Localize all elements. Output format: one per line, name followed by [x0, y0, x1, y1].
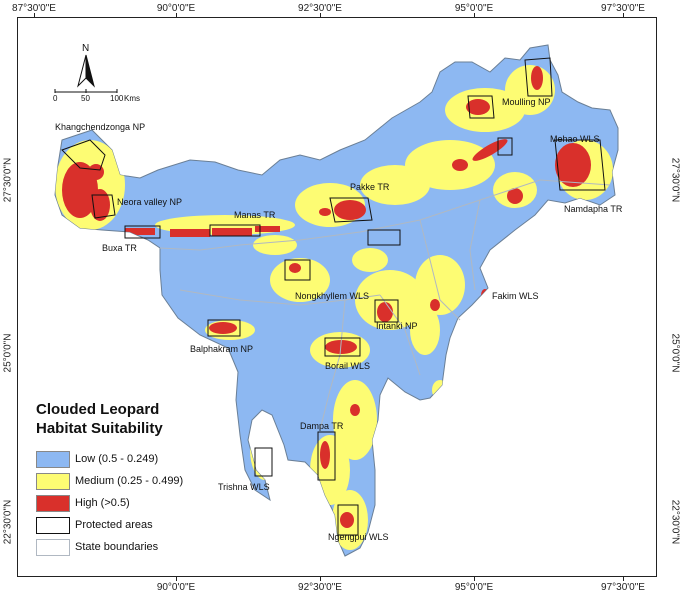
- bottom-tick-label: 95°0'0"E: [454, 582, 494, 593]
- scale-label: 50: [81, 94, 90, 103]
- scale-bar: [54, 89, 118, 93]
- pa-label: Pakke TR: [350, 182, 390, 192]
- top-tick-label: 87°30'0"E: [12, 3, 56, 14]
- legend-title-line2: Habitat Suitability: [36, 420, 163, 437]
- pa-label: Fakim WLS: [492, 291, 539, 301]
- legend-label: Medium (0.25 - 0.499): [75, 475, 184, 487]
- pa-label: Khangchendzonga NP: [55, 122, 145, 132]
- top-tick-label: 95°0'0"E: [454, 3, 494, 14]
- legend-item-high: High (>0.5): [36, 494, 130, 512]
- legend-label: Protected areas: [75, 519, 153, 531]
- pa-label: Neora valley NP: [117, 197, 182, 207]
- pa-label: Borail WLS: [325, 361, 370, 371]
- north-arrow-icon: [77, 54, 95, 88]
- pa-label: Trishna WLS: [218, 482, 270, 492]
- pa-label: Manas TR: [234, 210, 276, 220]
- state-boundaries: [159, 179, 611, 431]
- top-tick-label: 97°30'0"E: [601, 3, 645, 14]
- bottom-tick-label: 90°0'0"E: [156, 582, 196, 593]
- pa-label: Mehao WLS: [550, 134, 600, 144]
- scale-unit: Kms: [124, 94, 140, 103]
- legend-swatch-boundary: [36, 538, 70, 556]
- legend-swatch-low: [36, 450, 70, 468]
- legend-title-line1: Clouded Leopard: [36, 401, 160, 418]
- north-label: N: [82, 43, 89, 54]
- protected-areas: [61, 57, 606, 536]
- legend-label: Low (0.5 - 0.249): [75, 453, 159, 465]
- legend-item-protected-areas: Protected areas: [36, 516, 153, 534]
- tick-mark: [623, 577, 624, 581]
- top-tick-label: 90°0'0"E: [156, 3, 196, 14]
- legend-item-low: Low (0.5 - 0.249): [36, 450, 158, 468]
- pa-label: Balphakram NP: [190, 344, 253, 354]
- tick-mark: [34, 13, 35, 17]
- pa-label: Buxa TR: [102, 243, 137, 253]
- tick-mark: [623, 13, 624, 17]
- top-tick-label: 92°30'0"E: [298, 3, 342, 14]
- legend-item-medium: Medium (0.25 - 0.499): [36, 472, 183, 490]
- legend: Clouded Leopard Habitat Suitability Low …: [30, 400, 230, 565]
- tick-mark: [176, 13, 177, 17]
- pa-label: Namdapha TR: [564, 204, 623, 214]
- scale-label: 0: [53, 94, 58, 103]
- legend-label: High (>0.5): [75, 497, 130, 509]
- pa-label: Ngengpui WLS: [328, 532, 389, 542]
- tick-mark: [320, 13, 321, 17]
- legend-item-state-boundaries: State boundaries: [36, 538, 158, 556]
- scale-label: 100: [110, 94, 124, 103]
- bottom-tick-label: 92°30'0"E: [298, 582, 342, 593]
- legend-swatch-medium: [36, 472, 70, 490]
- pa-label: Dampa TR: [300, 421, 344, 431]
- legend-swatch-high: [36, 494, 70, 512]
- legend-label: State boundaries: [75, 541, 159, 553]
- bottom-tick-label: 97°30'0"E: [601, 582, 645, 593]
- high-suitability-zones: [62, 66, 591, 528]
- tick-mark: [176, 577, 177, 581]
- tick-mark: [320, 577, 321, 581]
- pa-label: Moulling NP: [502, 97, 551, 107]
- legend-swatch-protected: [36, 516, 70, 534]
- tick-mark: [474, 13, 475, 17]
- pa-label: Nongkhyllem WLS: [295, 291, 369, 301]
- tick-mark: [474, 577, 475, 581]
- pa-label: Intanki NP: [376, 321, 418, 331]
